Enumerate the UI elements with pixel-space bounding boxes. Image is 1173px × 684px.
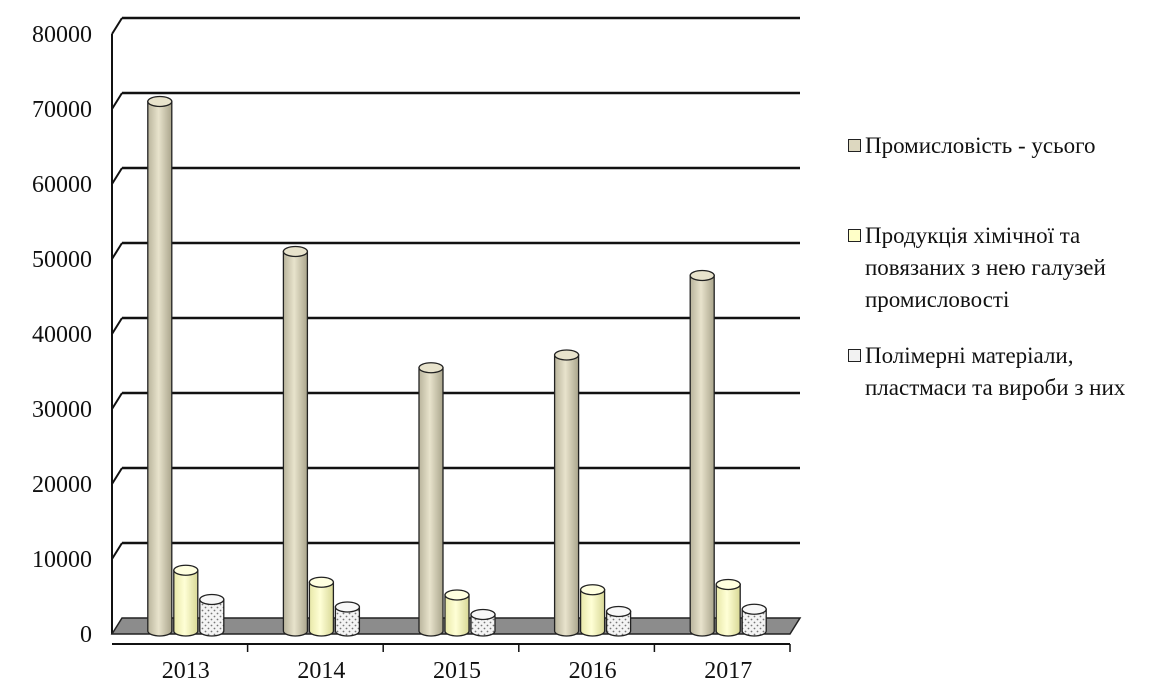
gridline-diagonal <box>111 92 123 110</box>
legend-item-polymers: Полімерні матеріали, пластмаси та вироби… <box>848 340 1168 404</box>
bar-top <box>147 95 173 108</box>
bar-body <box>147 100 173 637</box>
y-tick-label: 70000 <box>32 97 92 123</box>
gridline-diagonal <box>111 467 123 485</box>
bar <box>470 608 496 637</box>
legend: Промисловість - усього Продукція хімічно… <box>848 130 1168 426</box>
y-tick-label: 60000 <box>32 172 92 198</box>
bar <box>199 593 225 637</box>
bar <box>173 564 199 637</box>
bar <box>605 605 632 637</box>
tick-labels: 0 10000 20000 30000 40000 50000 60000 70000 8000… <box>32 22 752 684</box>
bar-top <box>715 578 741 591</box>
bar-top <box>470 608 496 621</box>
bar <box>715 578 741 637</box>
bar-body <box>741 608 767 637</box>
bar-top <box>444 589 470 601</box>
legend-swatch-industry <box>848 139 861 152</box>
legend-swatch-chemical <box>848 229 861 242</box>
bar-top <box>334 601 361 613</box>
bar <box>553 349 580 637</box>
bar-top <box>605 605 632 618</box>
bar-body <box>199 598 225 637</box>
gridline-diagonal <box>111 17 123 35</box>
y-tick-label: 80000 <box>32 22 92 48</box>
x-tick-label: 2015 <box>433 658 481 684</box>
bar-top <box>741 603 767 615</box>
bar-body <box>605 610 632 637</box>
bar-body <box>418 367 444 637</box>
bar <box>147 95 173 637</box>
legend-item-industry: Промисловість - усього <box>848 130 1168 162</box>
gridline-diagonal <box>111 542 123 560</box>
bar <box>282 245 309 637</box>
bar <box>689 269 715 637</box>
x-tick-label: 2016 <box>569 658 617 684</box>
gridline-diagonal <box>111 317 123 335</box>
y-tick-label: 20000 <box>32 472 92 498</box>
bar-body <box>470 613 496 637</box>
bar-body <box>553 354 580 637</box>
bar-body <box>308 581 335 637</box>
bar-body <box>579 589 606 637</box>
x-tick-label: 2014 <box>297 658 345 684</box>
axes <box>111 34 791 652</box>
y-tick-label: 0 <box>80 622 92 648</box>
y-tick-label: 10000 <box>32 547 92 573</box>
gridlines <box>111 16 800 560</box>
bar <box>334 601 361 637</box>
bars <box>147 95 767 637</box>
chart: 0 10000 20000 30000 40000 50000 60000 70000 8000… <box>32 16 802 684</box>
bar-top <box>308 576 335 588</box>
bar <box>579 584 606 637</box>
bar <box>741 603 767 637</box>
bar-top <box>418 362 444 374</box>
bar-top <box>199 593 225 606</box>
legend-label-industry: Промисловість - усього <box>865 133 1096 158</box>
y-tick-label: 40000 <box>32 322 92 348</box>
gridline-diagonal <box>111 392 123 410</box>
legend-label-polymers: Полімерні матеріали, пластмаси та вироби… <box>865 343 1126 400</box>
bar-top <box>173 564 199 576</box>
gridline-diagonal <box>111 167 123 185</box>
gridline-diagonal <box>111 242 123 260</box>
bar-top <box>282 245 309 258</box>
bar-body <box>689 274 715 637</box>
bar <box>308 576 335 637</box>
bar-body <box>715 583 741 637</box>
legend-item-chemical: Продукція хімічної та повязаних з нею га… <box>848 220 1168 316</box>
legend-label-chemical: Продукція хімічної та повязаних з нею га… <box>865 223 1106 312</box>
bar-top <box>689 269 715 282</box>
y-tick-label: 50000 <box>32 247 92 273</box>
y-tick-label: 30000 <box>32 397 92 423</box>
bar-top <box>579 584 606 596</box>
bar-top <box>553 349 580 361</box>
bar <box>418 362 444 637</box>
bar-body <box>334 606 361 637</box>
bar-body <box>282 250 309 637</box>
x-tick-label: 2013 <box>162 658 210 684</box>
x-tick-label: 2017 <box>704 658 752 684</box>
bar-body <box>444 594 470 637</box>
bar-body <box>173 569 199 637</box>
legend-swatch-polymers <box>848 349 861 362</box>
bar <box>444 589 470 637</box>
